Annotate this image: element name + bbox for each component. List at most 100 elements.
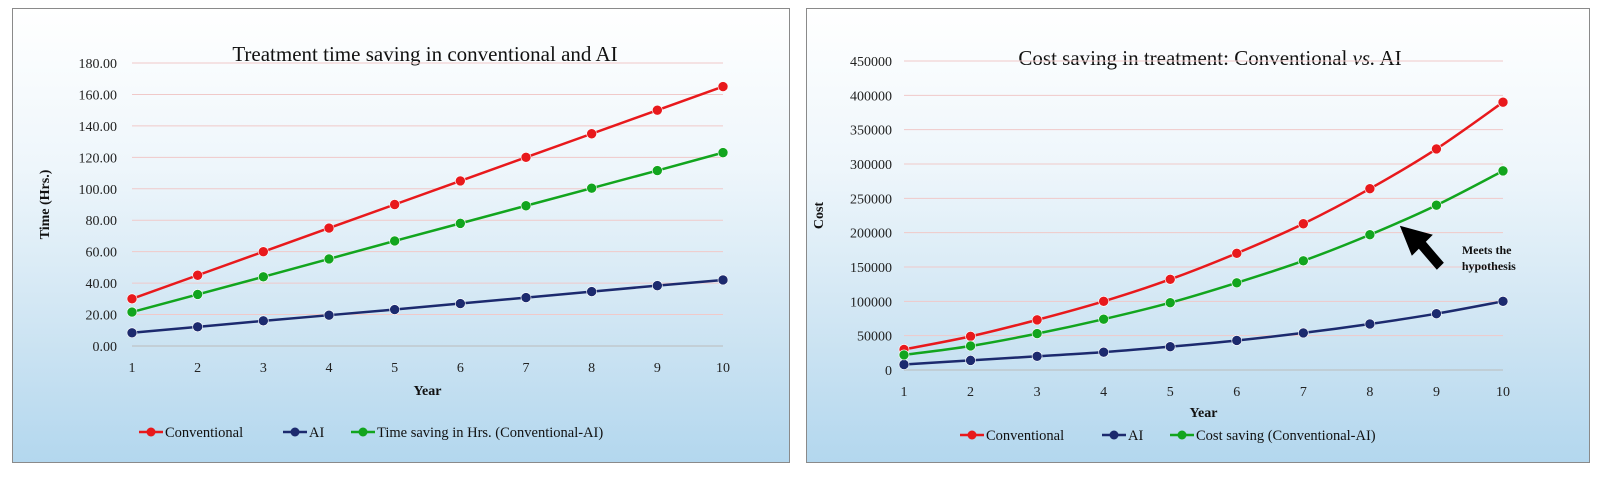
data-point-conventional [965, 331, 976, 342]
data-point-conventional [455, 175, 466, 187]
data-point-ai [965, 355, 976, 366]
data-point-conventional [389, 199, 400, 210]
y-tick-label: 120.00 [79, 151, 118, 166]
data-point-time-saving-in-hrs-conventional-ai [389, 235, 400, 247]
x-tick-label: 9 [1433, 385, 1440, 400]
legend-label-ai: AI [309, 425, 324, 441]
y-tick-label: 0.00 [93, 340, 118, 355]
data-point-time-saving-in-hrs-conventional-ai [323, 253, 335, 265]
chart-title: Cost saving in treatment: Conventional v… [1018, 46, 1401, 70]
y-tick-label: 0 [885, 364, 892, 379]
data-point-conventional [1431, 143, 1442, 155]
data-point-time-saving-in-hrs-conventional-ai [192, 289, 203, 300]
data-point-time-saving-in-hrs-conventional-ai [586, 182, 597, 194]
data-point-cost-saving-conventional-ai [1497, 165, 1509, 177]
data-point-cost-saving-conventional-ai [1231, 277, 1243, 289]
y-tick-label: 350000 [850, 124, 892, 139]
data-point-ai [1431, 308, 1442, 319]
data-point-ai [1364, 318, 1376, 330]
data-point-conventional [717, 81, 729, 92]
x-axis-title: Year [414, 384, 442, 399]
annotation-text: Meets the [1462, 243, 1512, 257]
data-point-conventional [652, 104, 663, 116]
legend-label-conventional: Conventional [165, 425, 243, 441]
data-point-ai [652, 280, 663, 291]
data-point-conventional [586, 128, 597, 140]
y-axis-title: Cost [812, 202, 827, 230]
y-tick-label: 300000 [850, 158, 892, 173]
data-point-ai [1497, 296, 1509, 307]
series-line-time-saving-in-hrs-conventional-ai [131, 151, 724, 314]
data-point-ai [586, 286, 597, 297]
x-tick-label: 4 [1100, 385, 1107, 400]
legend-marker-ai [290, 427, 300, 437]
x-tick-label: 7 [1300, 385, 1307, 400]
data-point-ai [1298, 327, 1309, 339]
data-point-conventional [126, 293, 138, 305]
data-point-ai [717, 274, 729, 286]
data-point-conventional [1497, 96, 1509, 108]
data-point-ai [389, 304, 400, 315]
legend-label-conventional: Conventional [986, 428, 1064, 444]
y-tick-label: 140.00 [79, 120, 118, 135]
x-tick-label: 3 [1034, 385, 1041, 400]
y-tick-label: 150000 [850, 261, 892, 276]
legend-marker-conventional [967, 430, 977, 440]
data-point-cost-saving-conventional-ai [1298, 255, 1309, 267]
x-tick-label: 6 [1233, 385, 1240, 400]
x-tick-label: 7 [523, 361, 530, 376]
legend-label-time-saving-in-hrs-conventional-ai: Time saving in Hrs. (Conventional-AI) [377, 425, 603, 441]
y-tick-label: 80.00 [86, 214, 118, 229]
legend-marker-conventional [146, 427, 156, 437]
x-tick-label: 5 [1167, 385, 1174, 400]
y-tick-label: 250000 [850, 192, 892, 207]
y-tick-label: 20.00 [86, 309, 118, 324]
data-point-cost-saving-conventional-ai [1431, 199, 1442, 211]
y-tick-label: 100000 [850, 295, 892, 310]
y-tick-label: 60.00 [86, 246, 118, 261]
x-axis-title: Year [1190, 406, 1218, 421]
annotation-text: hypothesis [1462, 259, 1516, 273]
y-tick-label: 400000 [850, 89, 892, 104]
hypothesis-arrow-icon [1399, 225, 1444, 270]
data-point-ai [1098, 346, 1109, 358]
data-point-time-saving-in-hrs-conventional-ai [717, 147, 729, 158]
series-line-conventional [131, 85, 724, 301]
x-tick-label: 9 [654, 361, 661, 376]
x-tick-label: 6 [457, 361, 464, 376]
x-tick-label: 1 [901, 385, 908, 400]
x-tick-label: 2 [194, 361, 201, 376]
data-point-time-saving-in-hrs-conventional-ai [652, 165, 663, 176]
data-point-time-saving-in-hrs-conventional-ai [520, 200, 532, 212]
data-point-ai [1231, 335, 1243, 346]
time-saving-chart-panel: Treatment time saving in conventional an… [12, 8, 790, 463]
cost-saving-chart: Cost saving in treatment: Conventional v… [812, 46, 1516, 444]
data-point-cost-saving-conventional-ai [1364, 229, 1376, 241]
data-point-time-saving-in-hrs-conventional-ai [455, 218, 466, 229]
data-point-ai [126, 327, 138, 339]
data-point-ai [898, 359, 910, 370]
y-tick-label: 40.00 [86, 277, 118, 292]
legend-marker-cost-saving-conventional-ai [1177, 430, 1187, 440]
data-point-ai [455, 298, 466, 309]
data-point-ai [258, 315, 269, 327]
series-line-conventional [903, 101, 1504, 351]
data-point-cost-saving-conventional-ai [898, 349, 910, 361]
x-tick-label: 1 [129, 361, 136, 376]
data-point-conventional [520, 152, 532, 163]
series-line-ai [131, 278, 724, 335]
y-tick-label: 180.00 [79, 57, 118, 72]
data-point-conventional [1031, 314, 1043, 326]
data-point-cost-saving-conventional-ai [1098, 313, 1109, 325]
time-saving-chart: Treatment time saving in conventional an… [38, 42, 730, 441]
x-tick-label: 8 [1366, 385, 1373, 400]
x-tick-label: 4 [326, 361, 333, 376]
x-tick-label: 5 [391, 361, 398, 376]
data-point-ai [192, 321, 203, 333]
data-point-cost-saving-conventional-ai [965, 340, 976, 352]
data-point-conventional [258, 246, 269, 257]
data-point-conventional [1364, 183, 1376, 195]
x-tick-label: 10 [716, 361, 730, 376]
y-tick-label: 160.00 [79, 88, 118, 103]
legend-label-cost-saving-conventional-ai: Cost saving (Conventional-AI) [1196, 428, 1376, 444]
